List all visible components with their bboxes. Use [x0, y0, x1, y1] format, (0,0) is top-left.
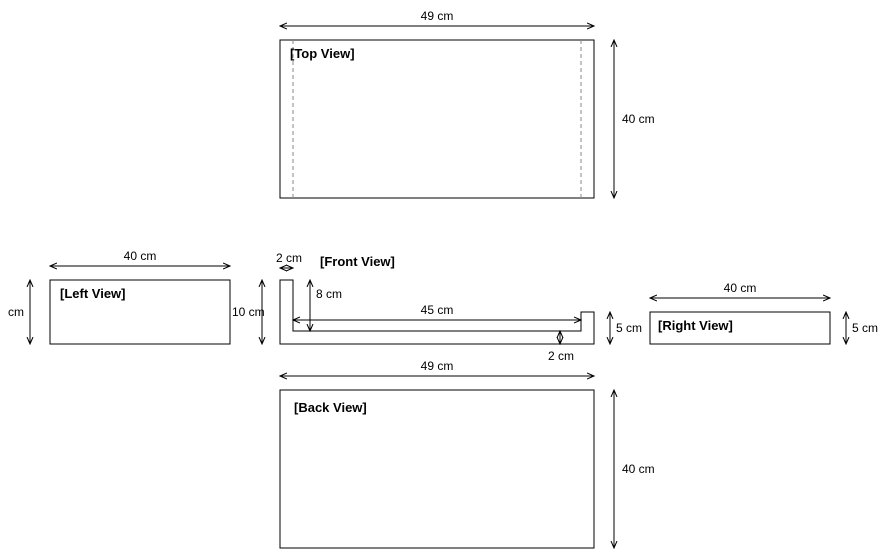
- right-width-label: 40 cm: [724, 281, 757, 295]
- right-view-label: [Right View]: [658, 318, 733, 333]
- front-right-h-label: 5 cm: [616, 321, 642, 335]
- left-view-label: [Left View]: [60, 286, 126, 301]
- top-view: 49 cm 40 cm [Top View]: [280, 9, 655, 198]
- back-view-label: [Back View]: [294, 400, 367, 415]
- front-view-label: [Front View]: [320, 254, 395, 269]
- front-floor-t-label: 2 cm: [548, 349, 574, 363]
- left-height-label: cm: [8, 305, 24, 319]
- front-inner-h-label: 8 cm: [316, 287, 342, 301]
- back-width-label: 49 cm: [421, 359, 454, 373]
- top-rect: [280, 40, 594, 198]
- top-width-label: 49 cm: [421, 9, 454, 23]
- top-height-label: 40 cm: [622, 112, 655, 126]
- front-inner-w-label: 45 cm: [421, 303, 454, 317]
- back-view: 49 cm 40 cm [Back View]: [280, 359, 655, 548]
- right-height-label: 5 cm: [852, 321, 878, 335]
- front-leftpost-w-label: 2 cm: [276, 251, 302, 265]
- right-view: 40 cm 5 cm [Right View]: [650, 281, 878, 344]
- left-view: 40 cm cm [Left View]: [8, 249, 230, 344]
- front-outer-h-label: 10 cm: [232, 305, 265, 319]
- left-width-label: 40 cm: [124, 249, 157, 263]
- top-view-label: [Top View]: [290, 46, 355, 61]
- front-view: 2 cm [Front View] 10 cm 8 cm 45 cm 5 cm …: [232, 251, 642, 363]
- back-height-label: 40 cm: [622, 462, 655, 476]
